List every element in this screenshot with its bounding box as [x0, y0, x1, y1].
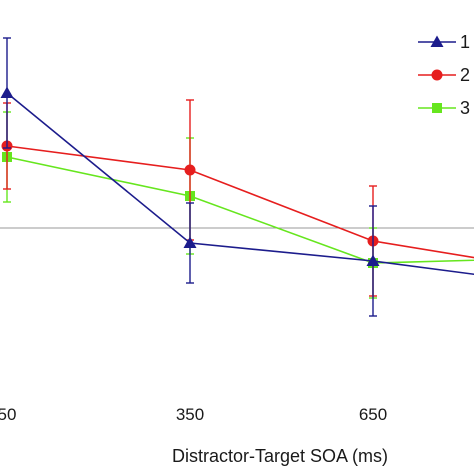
- x-tick-label: 650: [359, 405, 387, 424]
- legend-marker: [431, 69, 443, 81]
- legend-label: 3: [460, 98, 470, 118]
- series-3: [2, 111, 474, 299]
- series-1-line: [6, 92, 474, 276]
- data-point: [183, 236, 197, 248]
- legend-marker: [432, 103, 442, 113]
- series-1: [0, 37, 474, 317]
- legend-label: 1: [460, 32, 470, 52]
- series-2: [1, 99, 474, 297]
- series-2-line: [6, 145, 474, 259]
- series-3-line: [6, 156, 474, 264]
- x-axis-title: Distractor-Target SOA (ms): [172, 446, 388, 466]
- legend-marker: [430, 35, 444, 47]
- data-point: [0, 86, 14, 98]
- legend: 1 2 3: [418, 32, 470, 118]
- x-tick-label: 50: [0, 405, 16, 424]
- data-point: [366, 254, 380, 266]
- data-point: [184, 164, 196, 176]
- x-tick-label: 350: [176, 405, 204, 424]
- x-tick-labels: 50 350 650: [0, 405, 387, 424]
- series-layer: [0, 37, 474, 317]
- legend-label: 2: [460, 65, 470, 85]
